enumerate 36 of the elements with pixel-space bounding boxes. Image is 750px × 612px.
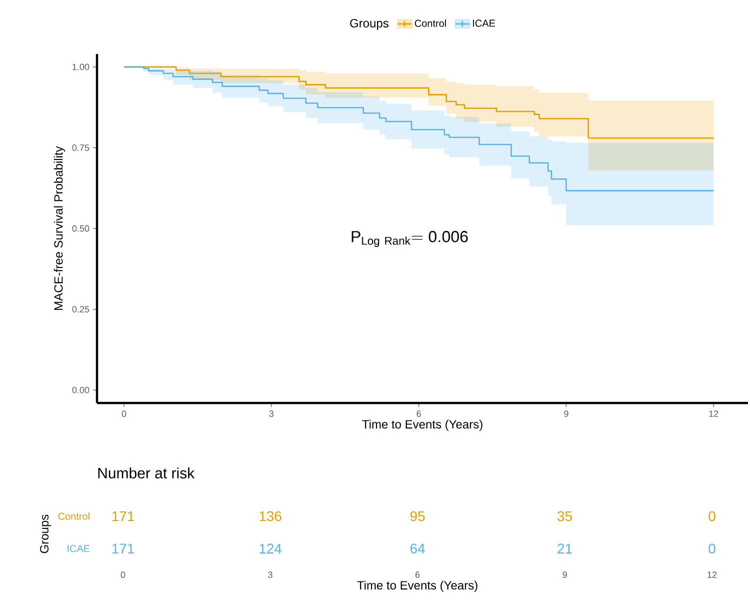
data-label: 95 [410, 511, 425, 522]
annotation: $\mathrm{P}_{\mathrm{Log\ Rank}}\mathrm{=0.006}$ [352, 230, 468, 247]
x-tick-label: 9 [564, 410, 568, 417]
y-tick-label: ICAE [68, 545, 90, 552]
data-label: 0 [708, 511, 716, 522]
x-axis-title: Time to Events (Years) [357, 580, 478, 592]
legend-label: ICAE [473, 20, 496, 27]
x-tick-label: 3 [269, 410, 274, 417]
x-tick-label: 0 [120, 572, 126, 578]
legend-title: Groups [350, 18, 388, 30]
legend-label: Control [414, 20, 446, 27]
x-tick-label: 12 [708, 572, 717, 578]
chart-title: Number at risk [98, 467, 195, 478]
x-tick-label: 6 [415, 572, 420, 578]
y-axis-title: Groups [40, 514, 51, 554]
x-tick-label: 12 [709, 410, 718, 417]
x-tick-label: 9 [562, 572, 567, 578]
data-label: 171 [112, 511, 134, 521]
y-tick-label: 0.25 [72, 306, 90, 312]
y-axis-title: MACE-free Survival Probability [54, 146, 66, 310]
y-tick-label: 1.00 [72, 64, 90, 70]
y-tick-label: 0.50 [72, 225, 90, 232]
x-tick-label: 3 [268, 572, 272, 578]
x-tick-label: 0 [122, 410, 126, 417]
data-label: 21 [558, 544, 572, 554]
data-label: 35 [557, 511, 572, 522]
data-label: 64 [410, 544, 425, 554]
x-axis-title: Time to Events (Years) [362, 420, 482, 431]
y-tick-label: 0.75 [72, 144, 90, 151]
y-tick-label: Control [58, 512, 90, 520]
data-label: 0 [708, 544, 716, 554]
x-tick-label: 6 [416, 410, 421, 417]
y-tick-label: 0.00 [72, 386, 90, 394]
data-label: 171 [112, 544, 134, 554]
data-label: 136 [260, 511, 282, 522]
data-label: 124 [260, 544, 282, 554]
